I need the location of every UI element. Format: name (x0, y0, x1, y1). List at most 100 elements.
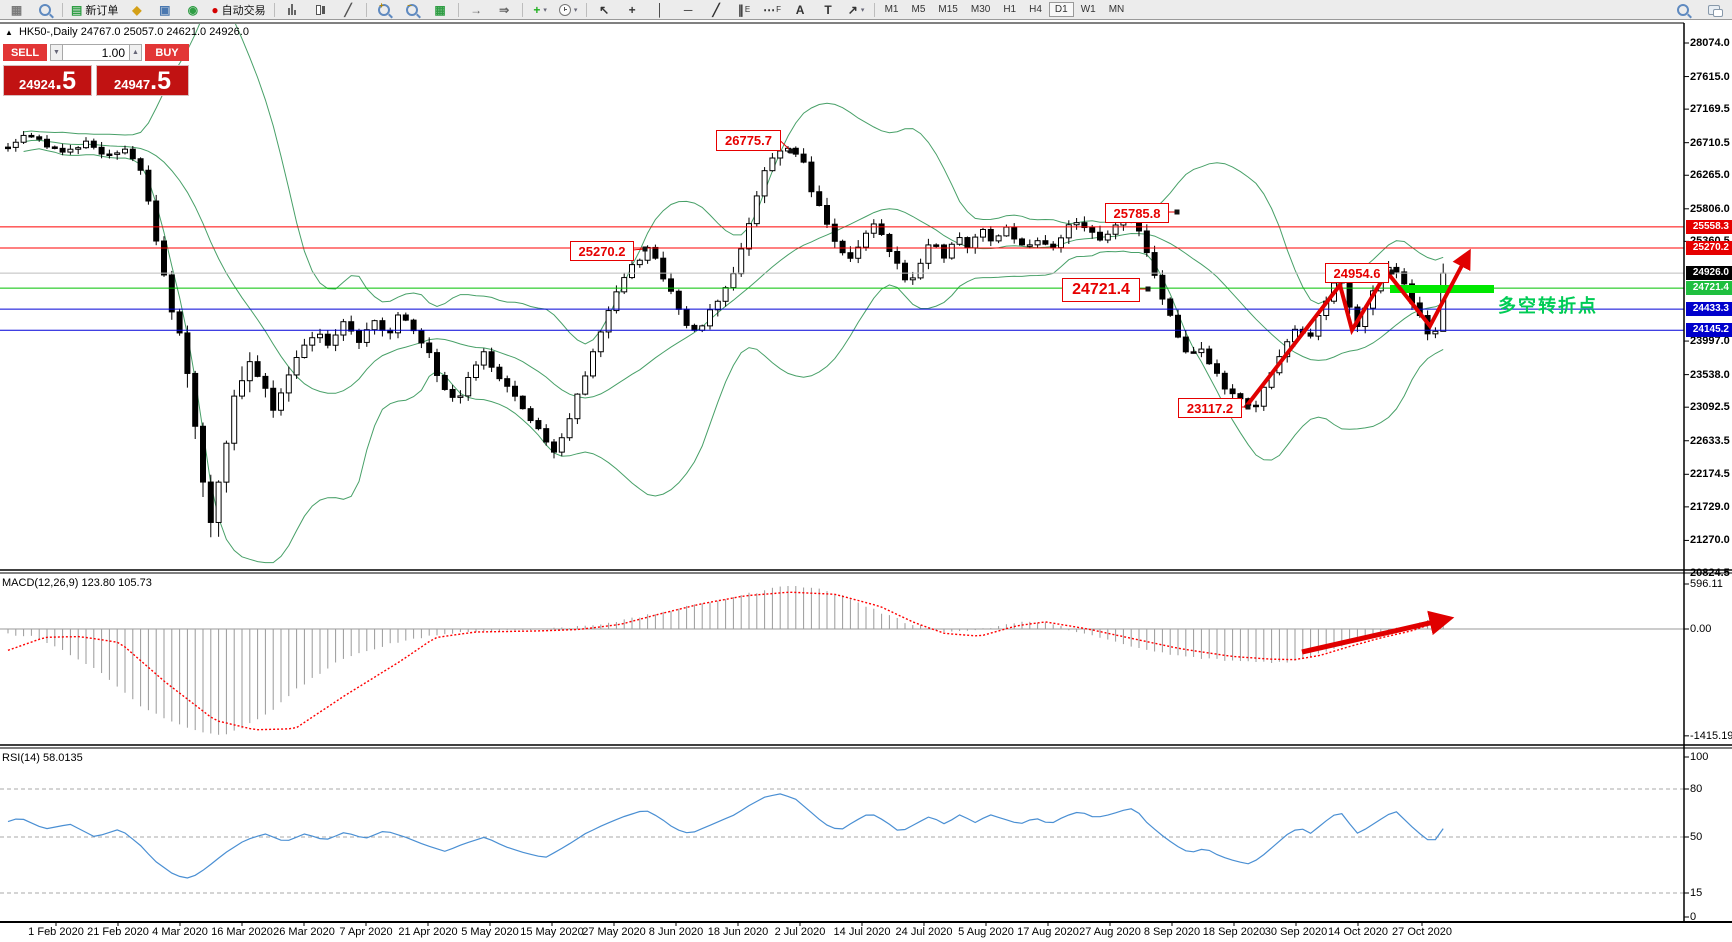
zigzag-trend-arrow[interactable] (1243, 248, 1471, 410)
arrows-tool-icon[interactable]: ↗ ▾ (847, 2, 865, 17)
highlight-zone-bar[interactable] (1390, 285, 1494, 293)
bar-chart-icon[interactable] (279, 0, 306, 19)
zoom-in-icon[interactable]: + (371, 0, 398, 19)
candlestick-chart-icon[interactable] (307, 0, 334, 19)
trendline-tool-icon[interactable]: ╱ (712, 2, 720, 17)
main-toolbar: ▦ ▤ 新订单 ◆ ▣ ◉ ● 自动交易 ╱ + − ▦ → ⇒ + ▾ ▾ ↖ + │ ─ ╱ ∥ E ⋯ F A T ↗ ▾ M1 M5 M… (0, 0, 1732, 20)
price-annotation-label[interactable]: 26775.7 (716, 130, 781, 151)
channel-tool-icon[interactable]: ∥ E (737, 2, 751, 17)
price-badge: 24721.4 (1686, 281, 1732, 296)
profiles-search-icon[interactable] (31, 0, 58, 19)
toolbar-separator (457, 2, 459, 17)
new-order-button[interactable]: ▤ 新订单 (71, 2, 119, 17)
chat-icon[interactable] (1700, 0, 1727, 19)
terminal-window-icon[interactable]: ▣ (159, 2, 171, 17)
chart-shift-icon[interactable]: → (470, 2, 483, 17)
price-axis-tick: 20824.5 (1690, 566, 1730, 579)
date-axis-label: 24 Jul 2020 (895, 926, 953, 938)
macd-trend-arrow[interactable] (1301, 610, 1455, 655)
timeframe-button-mn[interactable]: MN (1108, 4, 1125, 15)
text-label-tool-icon[interactable]: T (824, 2, 832, 17)
crosshair-tool-icon[interactable]: + (628, 2, 636, 17)
timeframe-button-h1[interactable]: H1 (1003, 4, 1017, 15)
price-axis-tick: 28074.0 (1690, 37, 1730, 49)
buy-price[interactable]: 24947 .5 (96, 65, 189, 96)
one-click-trade-panel: SELL ▼ ▲ BUY 24924 .5 24947 .5 (3, 44, 189, 96)
timeframe-button-m15[interactable]: M15 (938, 4, 958, 15)
buy-button[interactable]: BUY (145, 44, 189, 61)
periods-button[interactable]: ▾ (555, 0, 582, 19)
sell-button[interactable]: SELL (3, 44, 47, 61)
tile-windows-icon[interactable]: ▦ (434, 2, 446, 17)
volume-input[interactable] (63, 44, 129, 61)
rsi-axis-tick: 15 (1690, 887, 1703, 899)
price-badge: 25558.3 (1686, 219, 1732, 234)
horizontal-line-tool-icon[interactable]: ─ (683, 2, 693, 17)
toolbar-separator (273, 2, 275, 17)
price-axis-tick: 26265.0 (1690, 169, 1730, 182)
rsi-axis-tick: 0 (1690, 911, 1697, 923)
date-axis-label: 18 Sep 2020 (1202, 926, 1266, 938)
line-chart-icon[interactable]: ╱ (344, 2, 352, 17)
volume-decrease-button[interactable]: ▼ (50, 44, 63, 61)
date-axis-label: 21 Apr 2020 (398, 926, 458, 938)
timeframe-button-h4[interactable]: H4 (1029, 4, 1042, 15)
date-axis-label: 5 May 2020 (461, 926, 519, 938)
autotrading-button[interactable]: ● 自动交易 (211, 2, 266, 17)
sell-price-frac: .5 (55, 67, 76, 95)
magnifier-icon (1676, 3, 1689, 16)
macd-panel (0, 585, 1684, 735)
magnifier-icon (38, 3, 51, 16)
toolbar-separator (62, 2, 63, 17)
timeframe-button-m30[interactable]: M30 (970, 4, 991, 15)
price-annotation-label[interactable]: 23117.2 (1178, 398, 1242, 418)
bollinger-bands (23, 24, 1444, 564)
price-axis-tick: 22174.5 (1690, 468, 1730, 481)
new-chart-icon[interactable]: ▦ (10, 2, 23, 17)
price-axis-tick: 27615.0 (1690, 70, 1730, 83)
price-badge: 24433.3 (1686, 302, 1732, 317)
rsi-axis-tick: 100 (1690, 751, 1709, 763)
sell-price[interactable]: 24924 .5 (3, 65, 92, 96)
vertical-line-tool-icon[interactable]: │ (656, 2, 664, 17)
bull-bear-turning-point-note[interactable]: 多空转折点 (1498, 296, 1598, 316)
price-annotation-label[interactable]: 25270.2 (570, 241, 634, 261)
text-tool-icon[interactable]: A (795, 2, 805, 17)
search-icon[interactable] (1669, 0, 1696, 19)
rsi-panel (0, 788, 1684, 894)
date-axis-label: 16 Mar 2020 (211, 926, 273, 938)
price-annotation-label[interactable]: 24721.4 (1062, 278, 1140, 302)
zoom-out-icon[interactable]: − (399, 0, 426, 19)
volume-increase-button[interactable]: ▲ (129, 44, 142, 61)
market-watch-icon[interactable]: ◆ (132, 2, 142, 17)
macd-axis-tick: 0.00 (1690, 623, 1712, 635)
chat-bubbles-icon (1707, 4, 1723, 17)
date-axis-label: 1 Feb 2020 (28, 926, 84, 938)
add-indicator-button[interactable]: + ▾ (533, 2, 547, 17)
timeframe-button-w1[interactable]: W1 (1080, 4, 1096, 15)
auto-scroll-icon[interactable]: ⇒ (499, 2, 510, 17)
timeframe-button-m5[interactable]: M5 (911, 4, 926, 15)
price-axis-tick: 22633.5 (1690, 434, 1730, 447)
date-axis-label: 21 Feb 2020 (87, 926, 149, 938)
date-axis-label: 2 Jul 2020 (774, 926, 826, 938)
macd-indicator-label: MACD(12,26,9) 123.80 105.73 (2, 577, 152, 589)
rsi-axis-tick: 80 (1690, 783, 1703, 795)
price-axis-tick: 27169.5 (1690, 103, 1730, 116)
fibonacci-tool-icon[interactable]: ⋯ F (763, 2, 782, 17)
chevron-down-icon: ▾ (860, 6, 865, 14)
signals-icon[interactable]: ◉ (187, 2, 199, 17)
price-badge: 24926.0 (1686, 266, 1732, 281)
timeframe-button-d1[interactable]: D1 (1048, 2, 1074, 17)
timeframe-button-m1[interactable]: M1 (884, 4, 899, 15)
cursor-tool-icon[interactable]: ↖ (599, 2, 610, 17)
toolbar-separator (365, 2, 367, 17)
date-axis-label: 5 Aug 2020 (958, 926, 1014, 938)
price-annotation-label[interactable]: 24954.6 (1325, 263, 1389, 283)
macd-axis-tick: 596.11 (1690, 577, 1723, 590)
price-axis-tick: 23538.0 (1690, 368, 1730, 381)
price-annotation-label[interactable]: 25785.8 (1105, 203, 1169, 223)
date-axis-label: 18 Jun 2020 (707, 926, 769, 938)
date-axis-label: 30 Sep 2020 (1264, 926, 1328, 938)
